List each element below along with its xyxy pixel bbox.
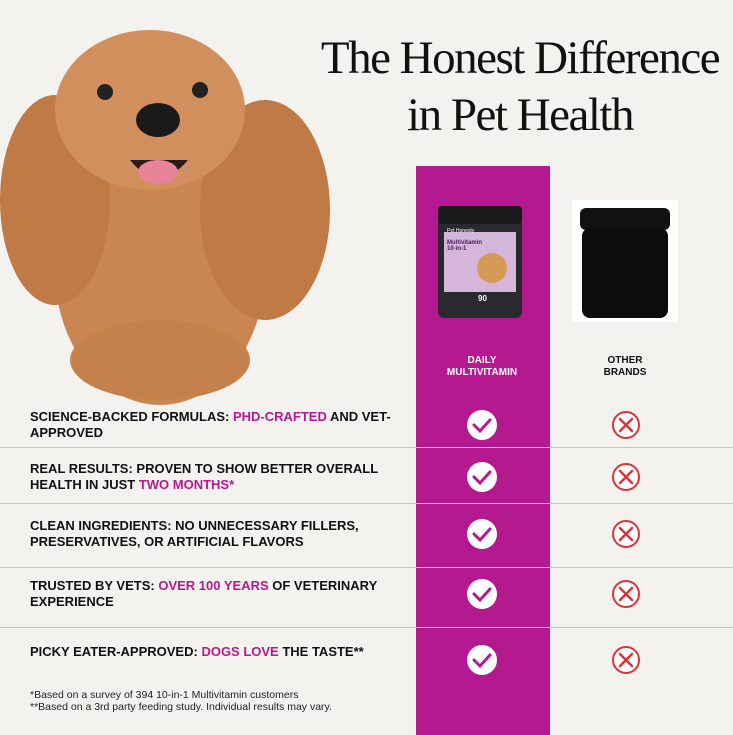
generic-jar (572, 200, 678, 322)
check-icon (467, 645, 497, 675)
check-mark (472, 418, 492, 434)
highlight-text: OVER 100 YEARS (158, 578, 269, 593)
row-text-part: CLEAN INGREDIENTS: NO UNNECESSARY FILLER… (30, 518, 359, 549)
column-header: OTHER BRANDS (603, 355, 647, 378)
cross-icon (612, 411, 640, 439)
check-mark (472, 653, 492, 669)
row-text-part: REAL RESULTS: PROVEN TO SHOW BETTER OVER… (30, 461, 378, 492)
row-text-part: SCIENCE-BACKED FORMULAS: (30, 409, 233, 424)
title-line: in Pet Health (407, 89, 634, 141)
row-text: REAL RESULTS: PROVEN TO SHOW BETTER OVER… (30, 461, 400, 493)
row-text-part: AND VET-APPROVED (30, 409, 391, 440)
row-text: TRUSTED BY VETS: OVER 100 YEARS OF VETER… (30, 578, 400, 610)
footnote: **Based on a 3rd party feeding study. In… (30, 701, 332, 713)
cross-mark (618, 417, 634, 433)
product-jar (438, 206, 522, 318)
cross-mark (618, 469, 634, 485)
row-text-part: PICKY EATER-APPROVED: (30, 644, 202, 659)
cross-icon (612, 463, 640, 491)
cross-icon (612, 520, 640, 548)
row-text: CLEAN INGREDIENTS: NO UNNECESSARY FILLER… (30, 518, 400, 550)
highlight-text: TWO MONTHS* (138, 477, 235, 492)
row-text-part: THE TASTE** (278, 644, 364, 659)
check-icon (467, 462, 497, 492)
check-mark (472, 587, 492, 603)
check-circle (467, 410, 497, 440)
product-name: Multivitamin 10-in-1 (447, 240, 483, 252)
row-divider (0, 567, 733, 568)
row-text-part: TRUSTED BY VETS: (30, 578, 159, 593)
check-circle (467, 579, 497, 609)
footnote: *Based on a survey of 394 10-in-1 Multiv… (30, 689, 299, 701)
column-header: DAILY MULTIVITAMIN (446, 355, 518, 378)
check-icon (467, 519, 497, 549)
check-icon (467, 579, 497, 609)
highlight-text: PHD-CRAFTED (232, 409, 327, 424)
row-divider (0, 503, 733, 504)
row-text-part: OF VETERINARY EXPERIENCE (30, 578, 378, 609)
cross-mark (618, 586, 634, 602)
dog-illustration (0, 30, 330, 405)
row-divider (0, 627, 733, 628)
cross-mark (618, 526, 634, 542)
row-text: SCIENCE-BACKED FORMULAS: PHD-CRAFTED AND… (30, 409, 400, 441)
row-text: PICKY EATER-APPROVED: DOGS LOVE THE TAST… (30, 644, 400, 660)
check-circle (467, 462, 497, 492)
check-circle (467, 519, 497, 549)
check-icon (467, 410, 497, 440)
cross-mark (618, 652, 634, 668)
cross-icon (612, 646, 640, 674)
check-mark (472, 527, 492, 543)
product-brand: Pet Honesty (447, 228, 475, 234)
cross-icon (612, 580, 640, 608)
title-line: The Honest Difference (320, 32, 721, 84)
check-mark (472, 470, 492, 486)
row-divider (0, 447, 733, 448)
check-circle (467, 645, 497, 675)
product-count: 90 (478, 294, 487, 303)
highlight-text: DOGS LOVE (201, 644, 279, 659)
